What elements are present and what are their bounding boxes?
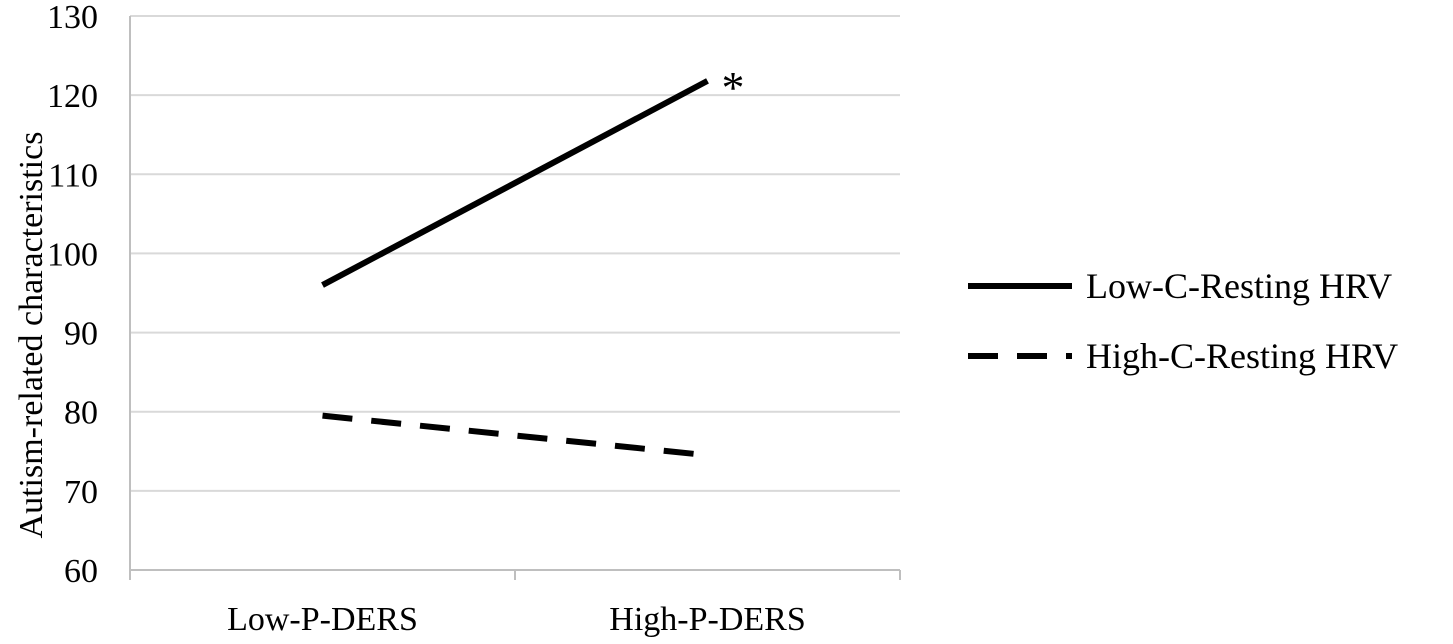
x-tick-label: High-P-DERS [609,601,805,638]
y-tick-label: 100 [47,236,98,273]
annotations: * [722,62,745,113]
series-line-1 [322,412,708,459]
gridlines [130,15,900,492]
y-tick-label: 70 [64,474,98,511]
axes [129,16,901,580]
y-axis-title: Autism-related characteristics [13,132,50,539]
series-lines [321,78,709,459]
series-line-0 [321,78,709,288]
y-tick-labels: 60 70 80 90 100 110 120 130 [47,0,98,590]
x-tick-labels: Low-P-DERS High-P-DERS [227,601,806,638]
legend-label-1: High-C-Resting HRV [1086,336,1398,376]
y-tick-label: 130 [47,0,98,36]
y-tick-label: 60 [64,553,98,590]
y-tick-label: 80 [64,395,98,432]
legend-label-0: Low-C-Resting HRV [1086,266,1392,306]
x-tick-label: Low-P-DERS [227,601,418,638]
y-tick-label: 110 [48,157,98,194]
legend: Low-C-Resting HRV High-C-Resting HRV [968,266,1398,376]
y-tick-label: 120 [47,78,98,115]
y-tick-label: 90 [64,316,98,353]
significance-asterisk: * [722,62,745,113]
